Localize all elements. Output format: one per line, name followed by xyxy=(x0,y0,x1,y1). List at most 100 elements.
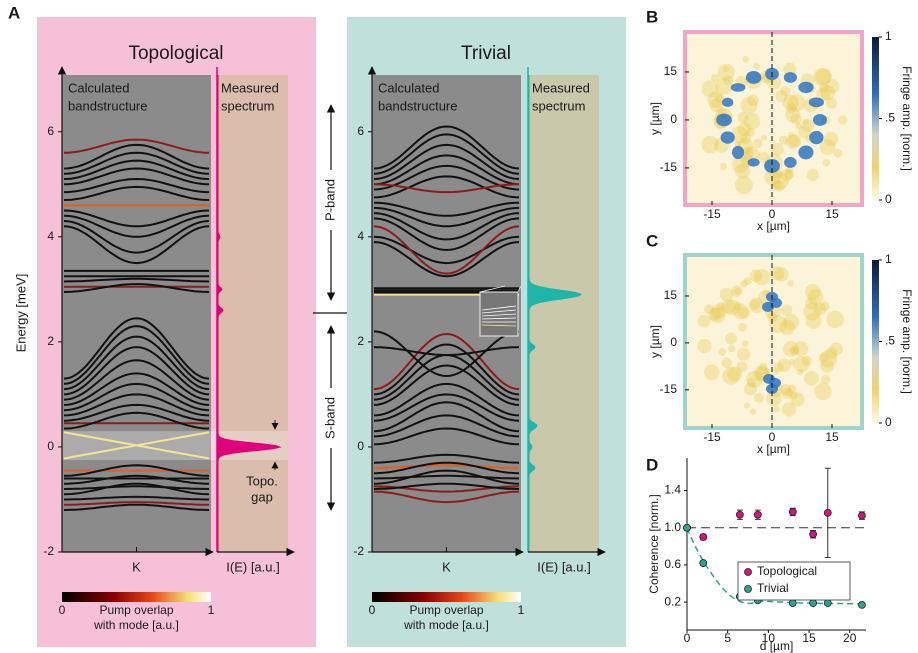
speckle xyxy=(718,348,726,356)
x-label: K xyxy=(442,559,451,574)
fringe-blob xyxy=(813,114,827,126)
data-point xyxy=(684,524,691,531)
y-tick-label: 4 xyxy=(47,229,54,243)
spectrum-axis-label: I(E) [a.u.] xyxy=(226,559,279,574)
data-point xyxy=(824,600,831,607)
panel-title: Topological xyxy=(128,43,223,64)
colorbar-label: with mode [a.u.] xyxy=(93,618,179,632)
y-tick-label: 1.4 xyxy=(664,483,681,497)
colorbar-tick-label: 1 xyxy=(885,252,892,266)
speckle xyxy=(728,345,735,352)
speckle xyxy=(779,136,788,145)
fringe-blob xyxy=(716,114,732,127)
speckle xyxy=(754,269,770,285)
fringe-blob xyxy=(746,71,761,84)
speckle xyxy=(744,383,757,396)
fringe-blob xyxy=(809,98,824,108)
panel-letter: B xyxy=(646,7,658,26)
speckle xyxy=(790,392,804,406)
x-tick-label: 15 xyxy=(825,207,839,221)
fringe-blob xyxy=(732,146,744,159)
speckle xyxy=(774,362,784,372)
speckle xyxy=(820,350,838,368)
y-tick-label: 0.2 xyxy=(664,594,681,608)
speckle xyxy=(718,64,735,81)
speckle xyxy=(771,172,789,190)
legend-label: Trivial xyxy=(757,581,789,595)
legend-marker xyxy=(745,569,752,576)
y-axis-label: y [µm] xyxy=(648,325,662,358)
fringe-blob xyxy=(731,83,746,92)
speckle xyxy=(746,128,755,137)
bandstructure-label: bandstructure xyxy=(378,98,458,113)
speckle xyxy=(740,97,757,114)
data-point xyxy=(810,531,817,538)
data-point xyxy=(789,600,796,607)
speckle xyxy=(787,280,794,287)
y-tick-label: 0 xyxy=(47,439,54,453)
data-point xyxy=(789,508,796,515)
y-tick-label: -2 xyxy=(43,544,54,558)
panel-letter: A xyxy=(8,3,20,22)
y-tick-label: -2 xyxy=(353,544,364,558)
colorbar xyxy=(872,37,879,200)
speckle xyxy=(701,136,719,154)
spectrum-label: spectrum xyxy=(532,98,585,113)
speckle xyxy=(704,364,719,379)
fringe-blob xyxy=(798,146,813,160)
colorbar-tick-label: 0 xyxy=(885,192,892,206)
y-axis-label: Coherence [norm.] xyxy=(647,494,661,593)
colorbar-tick-label: 1 xyxy=(885,29,892,43)
colorbar-label: Pump overlap xyxy=(409,603,483,617)
y-tick-label: 0 xyxy=(670,335,677,349)
colorbar-tick-label: 0 xyxy=(59,603,66,617)
colorbar-label: with mode [a.u.] xyxy=(403,618,489,632)
panel-title: Trivial xyxy=(461,43,511,64)
speckle xyxy=(720,288,734,302)
band-label: P-band xyxy=(322,179,337,221)
legend-label: Topological xyxy=(757,564,817,578)
speckle xyxy=(788,134,801,147)
speckle xyxy=(783,314,799,330)
bandstructure-label: bandstructure xyxy=(68,98,148,113)
colorbar-tick-label: 0 xyxy=(369,603,376,617)
panel-maps: -15015150-15x [µm]y [µm]1.50Fringe amp. … xyxy=(648,29,914,456)
speckle xyxy=(805,284,821,300)
x-tick-label: 0 xyxy=(684,631,691,645)
speckle xyxy=(704,304,714,314)
speckle xyxy=(753,63,760,70)
colorbar-tick-label: .5 xyxy=(885,334,895,348)
speckle xyxy=(721,357,732,368)
speckle xyxy=(737,348,750,361)
data-point xyxy=(700,560,707,567)
colorbar-tick-label: 1 xyxy=(208,603,215,617)
y-tick-label: 2 xyxy=(47,334,54,348)
data-point xyxy=(824,509,831,516)
colorbar-tick-label: 0 xyxy=(885,415,892,429)
speckle xyxy=(742,56,748,62)
fringe-blob xyxy=(798,82,813,93)
band-label: S-band xyxy=(322,397,337,439)
page: { "panel_labels": {"a": "A", "b": "B", "… xyxy=(0,0,918,653)
fringe-blob xyxy=(809,131,823,144)
speckle xyxy=(744,403,750,409)
speckle xyxy=(737,361,748,372)
x-tick-label: 15 xyxy=(825,430,839,444)
spectrum-label: Measured xyxy=(532,80,590,95)
speckle xyxy=(753,139,763,149)
fringe-blob xyxy=(748,158,760,166)
x-tick-label: 5 xyxy=(724,631,731,645)
panel-letter: D xyxy=(646,455,658,474)
colorbar-label: Fringe amp. [norm.] xyxy=(900,289,914,394)
panel-a: Topological-20246Calculatedbandstructure… xyxy=(13,17,626,647)
speckle xyxy=(834,149,843,158)
y-tick-label: 1.0 xyxy=(664,520,681,534)
x-axis-label: x [µm] xyxy=(757,219,790,233)
colorbar xyxy=(872,260,879,423)
y-tick-label: 15 xyxy=(664,64,678,78)
x-axis-label: x [µm] xyxy=(757,442,790,456)
data-point xyxy=(810,600,817,607)
speckle xyxy=(773,406,780,413)
fringe-blob xyxy=(721,131,735,143)
